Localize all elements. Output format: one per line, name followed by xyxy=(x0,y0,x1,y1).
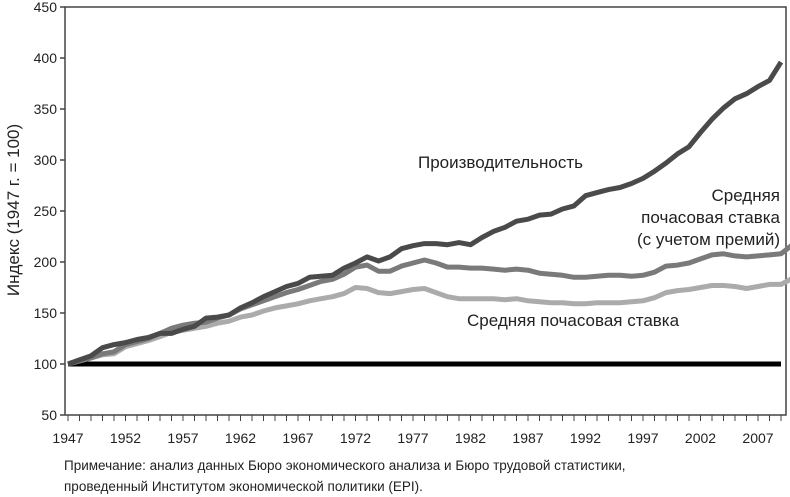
series-line-1 xyxy=(67,243,790,367)
x-tick-label: 2007 xyxy=(742,430,773,446)
y-tick-label: 100 xyxy=(34,356,58,372)
plot-frame xyxy=(64,6,787,416)
footnote: Примечание: анализ данных Бюро экономиче… xyxy=(64,455,626,497)
x-tick-label: 1997 xyxy=(627,430,658,446)
y-tick-label: 450 xyxy=(34,0,58,15)
x-tick-label: 1947 xyxy=(52,430,83,446)
label-compensation-3: (с учетом премий) xyxy=(637,230,780,249)
label-wage: Средняя почасовая ставка xyxy=(467,311,680,330)
x-tick-label: 1977 xyxy=(397,430,428,446)
y-tick-label: 50 xyxy=(41,407,57,423)
x-tick-label: 1957 xyxy=(167,430,198,446)
x-tick-label: 1962 xyxy=(225,430,256,446)
y-axis-label: Индекс (1947 г. = 100) xyxy=(4,124,23,296)
x-tick-label: 2002 xyxy=(685,430,716,446)
x-tick-label: 1992 xyxy=(570,430,601,446)
series-lines xyxy=(67,60,790,367)
x-tick-label: 1972 xyxy=(340,430,371,446)
y-tick-label: 300 xyxy=(34,152,58,168)
series-line-0 xyxy=(67,60,784,367)
x-tick-label: 1952 xyxy=(110,430,141,446)
y-tick-label: 150 xyxy=(34,305,58,321)
chart: 50 100 150 200 250 300 350 400 450 1947 1952 1957 19… xyxy=(4,0,790,446)
x-tick-label: 1967 xyxy=(282,430,313,446)
y-tick-label: 400 xyxy=(34,50,58,66)
x-tick-label: 1987 xyxy=(512,430,543,446)
label-productivity: Производительность xyxy=(418,153,583,172)
y-tick-label: 350 xyxy=(34,101,58,117)
x-tick-label: 1982 xyxy=(455,430,486,446)
y-tick-label: 200 xyxy=(34,254,58,270)
footnote-line-1: Примечание: анализ данных Бюро экономиче… xyxy=(64,458,626,473)
y-tick-label: 250 xyxy=(34,203,58,219)
series-line-2 xyxy=(67,276,790,367)
footnote-line-2: проведенный Институтом экономической пол… xyxy=(64,479,423,494)
axes: 50 100 150 200 250 300 350 400 450 1947 1952 1957 19… xyxy=(34,0,787,446)
label-compensation-2: почасовая ставка xyxy=(641,208,780,227)
label-compensation-1: Средняя xyxy=(711,186,780,205)
